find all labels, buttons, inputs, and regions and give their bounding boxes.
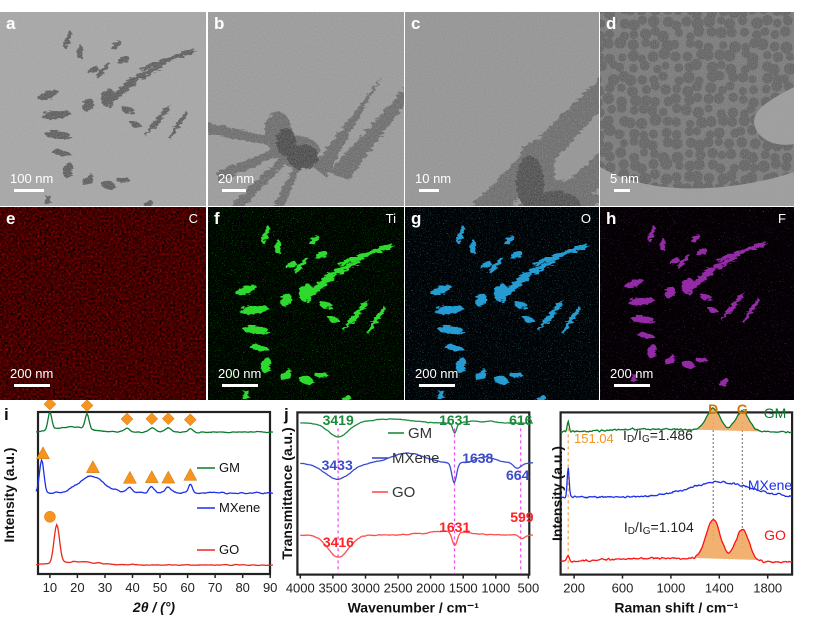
svg-text:664: 664 xyxy=(506,467,530,483)
svg-text:2500: 2500 xyxy=(384,581,413,596)
svg-text:GM: GM xyxy=(408,425,432,442)
svg-text:30: 30 xyxy=(98,580,112,595)
svg-text:3416: 3416 xyxy=(323,534,354,550)
svg-text:ID/IG=1.486: ID/IG=1.486 xyxy=(623,427,693,445)
svg-text:60: 60 xyxy=(180,580,194,595)
svg-text:40: 40 xyxy=(125,580,139,595)
svg-text:MXene: MXene xyxy=(392,450,440,467)
svg-text:1000: 1000 xyxy=(656,581,685,596)
svg-text:Intensity (a.u.): Intensity (a.u.) xyxy=(550,446,565,541)
svg-text:500: 500 xyxy=(518,581,540,596)
svg-text:MXene: MXene xyxy=(219,500,260,515)
svg-text:1631: 1631 xyxy=(439,412,470,428)
svg-text:3433: 3433 xyxy=(322,457,353,473)
svg-text:10: 10 xyxy=(43,580,57,595)
svg-text:i: i xyxy=(4,405,9,424)
svg-text:2θ / (°): 2θ / (°) xyxy=(132,599,176,615)
svg-text:ID/IG=1.104: ID/IG=1.104 xyxy=(624,519,694,537)
svg-text:GO: GO xyxy=(392,484,415,501)
svg-text:1631: 1631 xyxy=(439,519,470,535)
svg-text:j: j xyxy=(283,405,289,424)
svg-text:GO: GO xyxy=(764,527,786,543)
svg-text:G: G xyxy=(737,401,748,417)
svg-text:600: 600 xyxy=(612,581,634,596)
svg-text:3419: 3419 xyxy=(323,412,354,428)
svg-text:GM: GM xyxy=(219,460,240,475)
svg-text:Raman shift / cm⁻¹: Raman shift / cm⁻¹ xyxy=(614,600,738,616)
svg-text:Wavenumber / cm⁻¹: Wavenumber / cm⁻¹ xyxy=(348,600,480,616)
svg-text:1500: 1500 xyxy=(449,581,478,596)
svg-text:4000: 4000 xyxy=(286,581,315,596)
svg-text:MXene: MXene xyxy=(748,477,793,493)
svg-text:80: 80 xyxy=(235,580,249,595)
svg-text:3000: 3000 xyxy=(351,581,380,596)
svg-text:3500: 3500 xyxy=(318,581,347,596)
svg-text:Intensity (a.u.): Intensity (a.u.) xyxy=(1,448,17,543)
svg-text:1400: 1400 xyxy=(705,581,734,596)
svg-text:70: 70 xyxy=(208,580,222,595)
svg-text:599: 599 xyxy=(510,509,534,525)
svg-text:50: 50 xyxy=(153,580,167,595)
svg-text:2000: 2000 xyxy=(416,581,445,596)
svg-text:GM: GM xyxy=(764,405,787,421)
svg-text:20: 20 xyxy=(70,580,84,595)
svg-text:616: 616 xyxy=(509,412,533,428)
svg-text:200: 200 xyxy=(563,581,585,596)
svg-text:D: D xyxy=(708,401,718,417)
svg-text:1638: 1638 xyxy=(462,450,493,466)
svg-text:151.04: 151.04 xyxy=(574,431,614,446)
svg-text:1800: 1800 xyxy=(753,581,782,596)
svg-text:GO: GO xyxy=(219,542,239,557)
svg-text:90: 90 xyxy=(263,580,277,595)
svg-text:Transmittance (a.u.): Transmittance (a.u.) xyxy=(280,427,295,559)
svg-text:1000: 1000 xyxy=(481,581,510,596)
